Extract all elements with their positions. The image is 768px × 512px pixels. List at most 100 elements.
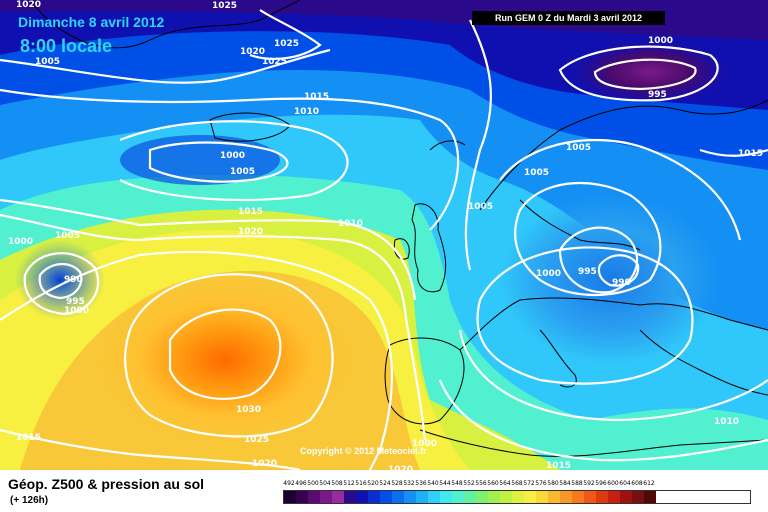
scale-swatch — [296, 491, 308, 503]
isobar-label: 1010 — [294, 107, 319, 117]
scale-swatch — [596, 491, 608, 503]
forecast-lead-time: (+ 126h) — [10, 495, 49, 506]
north-africa-coast — [419, 429, 768, 457]
scale-swatch — [284, 491, 296, 503]
scale-label: 496 — [295, 480, 307, 487]
isobar-label: 1020 — [16, 0, 41, 10]
scale-swatch — [392, 491, 404, 503]
scale-label: 500 — [307, 480, 319, 487]
isobar-label: 1020 — [240, 47, 265, 57]
map-title: Géop. Z500 & pression au sol — [8, 476, 205, 492]
isobar-line — [38, 263, 83, 300]
scale-swatch — [416, 491, 428, 503]
scale-label: 528 — [391, 480, 403, 487]
scale-label: 576 — [535, 480, 547, 487]
scale-label: 520 — [367, 480, 379, 487]
isobar-line — [593, 58, 697, 91]
scale-label: 580 — [547, 480, 559, 487]
isobar-lines — [0, 9, 768, 470]
isobar-line — [0, 428, 301, 470]
scale-label: 548 — [451, 480, 463, 487]
isobar-labels: 1025 1005 1025 1020 1025 1015 1010 1000 … — [8, 0, 763, 470]
isobar-label: 1005 — [566, 143, 591, 153]
scale-label: 612 — [643, 480, 655, 487]
scale-swatch — [572, 491, 584, 503]
scale-swatch — [584, 491, 596, 503]
scale-swatch — [440, 491, 452, 503]
scale-swatch — [380, 491, 392, 503]
isobar-label: 1000 — [648, 36, 673, 46]
isobar-label: 1015 — [238, 207, 263, 217]
scale-swatch — [308, 491, 320, 503]
scale-label: 508 — [331, 480, 343, 487]
high-pressure-core — [95, 275, 355, 445]
low-pressure-north — [570, 40, 730, 104]
low-pressure-west — [15, 240, 105, 320]
great-britain-coast — [411, 203, 447, 293]
isobar-label: 1015 — [16, 433, 41, 443]
scale-label: 532 — [403, 480, 415, 487]
isobar-label: 1025 — [212, 1, 237, 11]
isobar-line — [699, 148, 768, 157]
scale-swatch — [476, 491, 488, 503]
model-run-label: Run GEM 0 Z du Mardi 3 avril 2012 — [472, 11, 665, 25]
isobar-label: 990 — [64, 275, 83, 285]
isobar-label: 1020 — [252, 459, 277, 469]
isobar-line — [0, 250, 394, 470]
scale-label: 552 — [463, 480, 475, 487]
iberia-coast — [384, 337, 465, 425]
isobar-line — [499, 138, 742, 241]
isobar-line — [514, 181, 662, 297]
color-scale-legend: 492 496 500 504 508 512 516 520 524 528 532 536 540 5… — [283, 480, 751, 504]
isobar-label: 1005 — [35, 57, 60, 67]
scale-swatch — [452, 491, 464, 503]
scale-swatch — [512, 491, 524, 503]
isobar-line — [558, 226, 639, 294]
scale-label: 540 — [427, 480, 439, 487]
scale-label: 560 — [487, 480, 499, 487]
isobar-line — [458, 329, 768, 422]
weather-map: 1025 1005 1025 1020 1025 1015 1010 1000 … — [0, 0, 768, 470]
forecast-date: Dimanche 8 avril 2012 — [18, 14, 165, 30]
isobar-label: 1025 — [274, 39, 299, 49]
scale-swatch — [332, 491, 344, 503]
field-band-indigo — [0, 0, 768, 40]
isobar-line — [0, 48, 331, 84]
scale-swatch — [356, 491, 368, 503]
isobar-line — [23, 252, 100, 316]
scale-label: 608 — [631, 480, 643, 487]
scale-label: 588 — [571, 480, 583, 487]
scale-label: 572 — [523, 480, 535, 487]
scale-swatch — [320, 491, 332, 503]
scale-label: 516 — [355, 480, 367, 487]
isobar-label: 1025 — [244, 435, 269, 445]
scale-swatch — [368, 491, 380, 503]
scale-swatch — [536, 491, 548, 503]
isobar-label: 995 — [66, 297, 85, 307]
isobar-line — [168, 308, 282, 400]
isobar-label: 1020 — [388, 465, 413, 470]
scale-swatch — [620, 491, 632, 503]
italy-coast — [539, 329, 577, 388]
baltic-coast — [519, 199, 641, 251]
copyright-notice: Copyright © 2012 Meteociel.fr — [300, 446, 427, 456]
isobar-label: 1010 — [714, 417, 739, 427]
scale-label: 600 — [607, 480, 619, 487]
isobar-line — [249, 9, 322, 60]
scale-label: 504 — [319, 480, 331, 487]
isobar-label: 1000 — [220, 151, 245, 161]
isobar-line — [148, 141, 289, 183]
isobar-label: 1005 — [230, 167, 255, 177]
isobar-line — [124, 273, 334, 438]
scale-swatch — [548, 491, 560, 503]
isobar-label: 1015 — [546, 461, 571, 470]
low-pressure-europe — [500, 195, 720, 365]
scale-swatch — [500, 491, 512, 503]
isobar-label: 1025 — [262, 57, 287, 67]
isobar-label: 1005 — [55, 231, 80, 241]
scale-label: 544 — [439, 480, 451, 487]
isobar-label: 1000 — [64, 306, 89, 316]
scale-label: 492 — [283, 480, 295, 487]
isobar-line — [119, 120, 349, 202]
scale-label: 536 — [415, 480, 427, 487]
